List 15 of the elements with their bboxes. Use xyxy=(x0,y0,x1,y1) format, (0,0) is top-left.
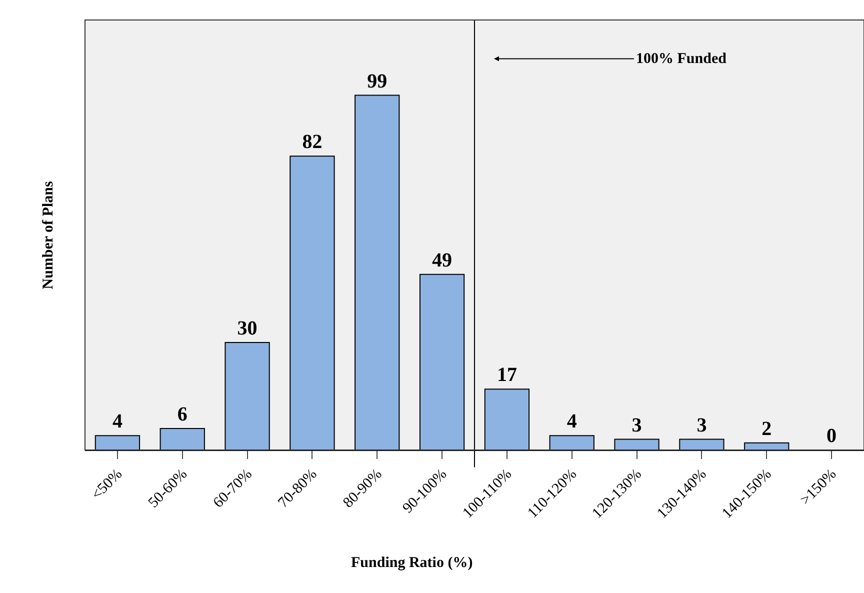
annotation: 100% Funded xyxy=(636,51,728,67)
data-label: 3 xyxy=(632,414,642,436)
data-label: 17 xyxy=(496,364,517,386)
data-label: 6 xyxy=(177,404,188,426)
data-label: 3 xyxy=(696,414,707,436)
x-axis-title: Funding Ratio (%) xyxy=(351,555,473,571)
data-label: 49 xyxy=(432,249,452,272)
data-label: 4 xyxy=(566,410,577,433)
data-label: 30 xyxy=(237,318,258,340)
y-axis-title: Number of Plans xyxy=(40,181,56,290)
data-label: 4 xyxy=(112,410,122,433)
data-label: 82 xyxy=(302,131,322,154)
data-label: 99 xyxy=(367,70,388,92)
data-label: 2 xyxy=(762,418,772,440)
data-label: 0 xyxy=(826,425,837,447)
